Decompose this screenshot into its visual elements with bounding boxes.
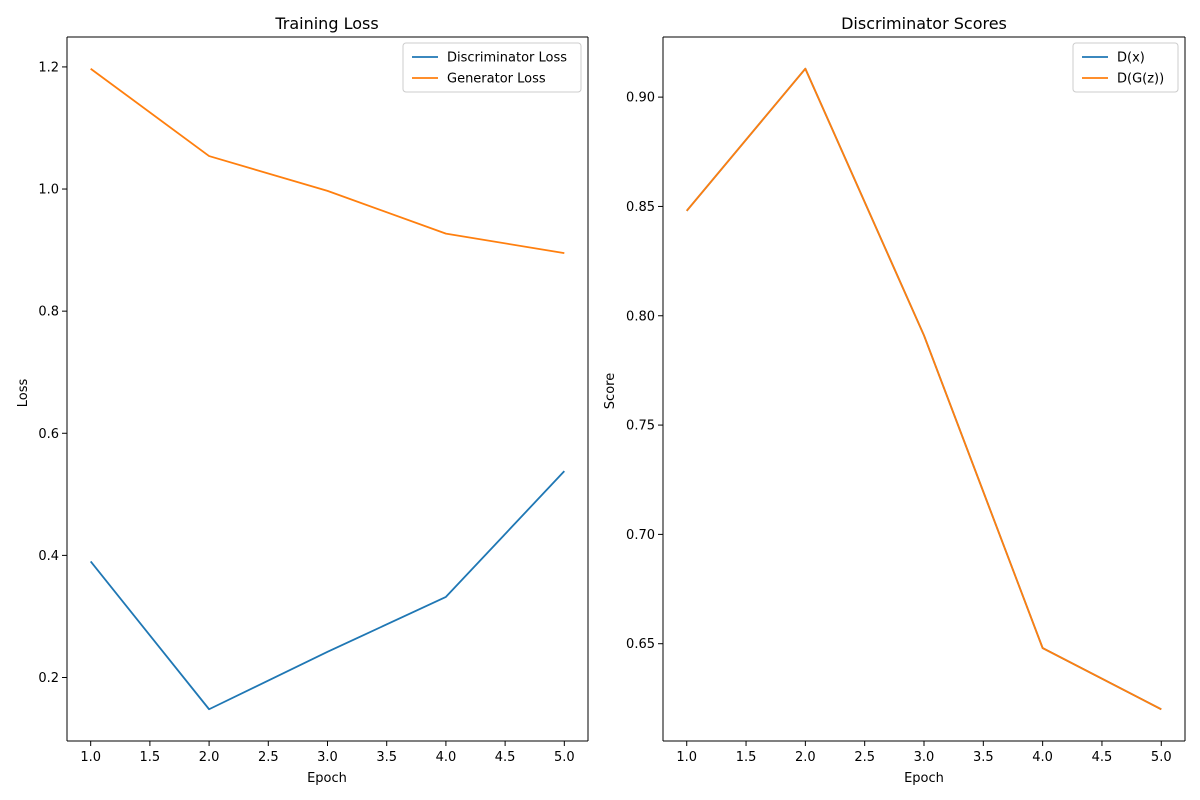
x-tick-label: 1.5	[140, 750, 161, 765]
x-tick-label: 2.5	[258, 750, 279, 765]
x-tick-label: 4.5	[1092, 750, 1113, 765]
series-line-1	[89, 470, 565, 711]
x-tick-label: 3.5	[973, 750, 994, 765]
legend-frame	[402, 42, 582, 93]
x-tick-label: 2.0	[199, 750, 220, 765]
legend-frame	[1072, 42, 1179, 93]
series-line-1	[686, 67, 1162, 711]
x-tick-label: 2.0	[795, 750, 816, 765]
y-tick-label: 0.80	[626, 309, 655, 324]
chart-training-loss: Training Loss Epoch Loss 1.0 1.5 2.0 2.5 3.0…	[16, 14, 589, 786]
x-tick-label: 5.0	[1151, 750, 1172, 765]
legend-label: Discriminator Loss	[447, 51, 567, 66]
y-tick-label: 0.4	[38, 549, 59, 564]
chart-title: Training Loss	[274, 14, 378, 33]
y-tick-label: 0.85	[626, 200, 655, 215]
x-tick-label: 3.5	[376, 750, 397, 765]
y-tick-label: 0.2	[38, 671, 59, 686]
series-line-2	[686, 67, 1162, 711]
plot-area: 1.0 1.5 2.0 2.5 3.0 3.5 4.0 4.5 5.0 0.2 0.4 0.6 0.8 1…	[38, 36, 589, 765]
chart-discriminator-scores: Discriminator Scores Epoch Score 1.0 1.5 2…	[603, 14, 1186, 786]
legend: Discriminator Loss Generator Loss	[402, 42, 582, 93]
y-tick-label: 1.0	[38, 183, 59, 198]
y-axis-label: Loss	[16, 379, 31, 408]
x-tick-label: 4.5	[495, 750, 516, 765]
series-line-2	[90, 68, 565, 255]
legend: D(x) D(G(z))	[1072, 42, 1179, 93]
y-axis-label: Score	[603, 373, 618, 409]
x-tick-label: 4.0	[1032, 750, 1053, 765]
y-tick-label: 0.75	[626, 419, 655, 434]
x-axis-label: Epoch	[307, 771, 347, 786]
x-tick-label: 1.0	[80, 750, 101, 765]
x-tick-label: 3.0	[914, 750, 935, 765]
y-tick-label: 0.8	[38, 305, 59, 320]
x-tick-label: 2.5	[854, 750, 875, 765]
y-tick-label: 0.70	[626, 528, 655, 543]
chart-title: Discriminator Scores	[841, 14, 1007, 33]
legend-label: Generator Loss	[447, 72, 546, 87]
x-axis-label: Epoch	[904, 771, 944, 786]
x-tick-label: 5.0	[554, 750, 575, 765]
x-tick-label: 3.0	[317, 750, 338, 765]
y-tick-label: 1.2	[38, 60, 59, 75]
legend-label: D(G(z))	[1117, 72, 1164, 87]
y-tick-label: 0.90	[626, 91, 655, 106]
legend-label: D(x)	[1117, 51, 1145, 66]
plot-area: 1.0 1.5 2.0 2.5 3.0 3.5 4.0 4.5 5.0 0.65 0.70 0.75 0…	[626, 36, 1186, 765]
x-tick-label: 4.0	[436, 750, 457, 765]
y-tick-label: 0.65	[626, 637, 655, 652]
x-tick-label: 1.5	[736, 750, 757, 765]
y-tick-label: 0.6	[38, 427, 59, 442]
x-tick-label: 1.0	[676, 750, 697, 765]
